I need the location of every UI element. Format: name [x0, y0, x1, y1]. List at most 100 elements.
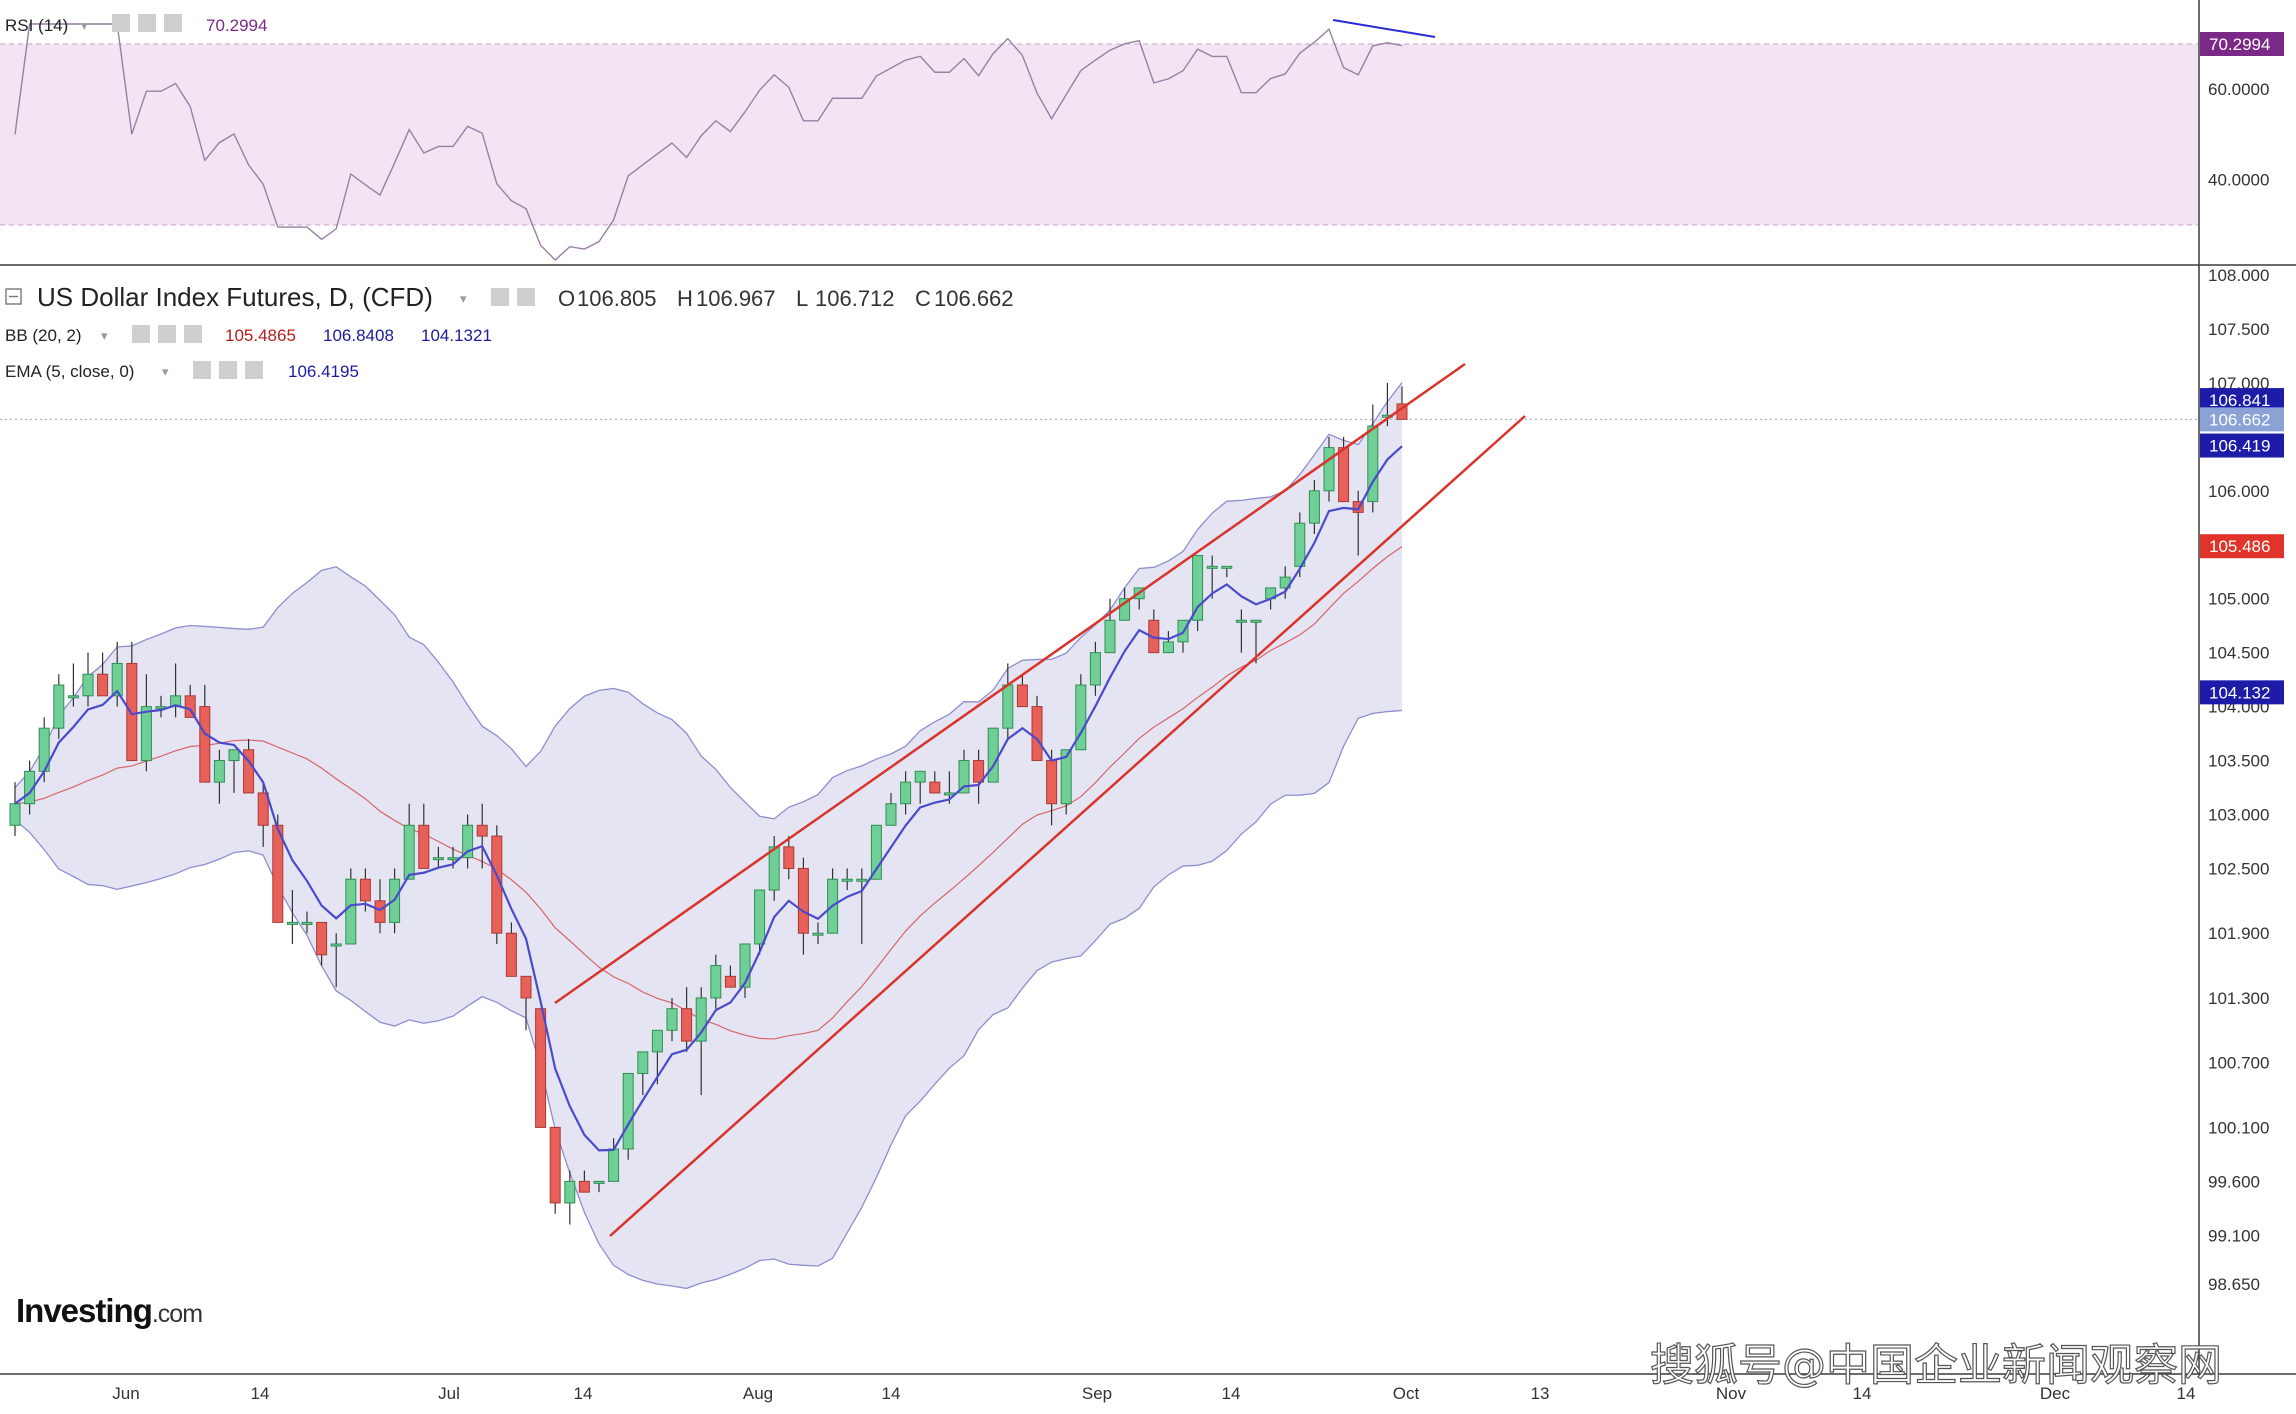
rsi-axis[interactable]: 60.0000 40.0000 — [2208, 80, 2269, 189]
candle-body[interactable] — [184, 695, 196, 718]
candle-body[interactable] — [710, 965, 722, 999]
candle-body[interactable] — [432, 857, 444, 861]
settings-icon[interactable] — [219, 361, 237, 379]
candle-body[interactable] — [958, 760, 970, 794]
candle-body[interactable] — [987, 727, 999, 783]
close-icon[interactable] — [245, 361, 263, 379]
candle-body[interactable] — [374, 900, 386, 923]
candle-body[interactable] — [1323, 447, 1335, 492]
visibility-icon[interactable] — [193, 361, 211, 379]
candle-body[interactable] — [695, 997, 707, 1042]
candle-body[interactable] — [1016, 684, 1028, 708]
candle-body[interactable] — [943, 792, 955, 796]
candle-body[interactable] — [841, 878, 853, 882]
visibility-icon[interactable] — [132, 325, 150, 343]
candle-body[interactable] — [403, 824, 415, 880]
candle-body[interactable] — [286, 921, 298, 925]
candle-body[interactable] — [345, 878, 357, 945]
candle-body[interactable] — [885, 803, 897, 826]
candle-body[interactable] — [666, 1008, 678, 1031]
candle-body[interactable] — [929, 781, 941, 794]
candle-body[interactable] — [1308, 490, 1320, 524]
candle-body[interactable] — [228, 749, 240, 762]
candle-body[interactable] — [82, 673, 94, 697]
candle-body[interactable] — [111, 662, 123, 697]
candle-body[interactable] — [330, 943, 342, 947]
candle-body[interactable] — [243, 749, 255, 794]
settings-icon[interactable] — [138, 14, 156, 32]
settings-icon[interactable] — [158, 325, 176, 343]
candle-body[interactable] — [1192, 555, 1204, 621]
close-icon[interactable] — [164, 14, 182, 32]
candle-body[interactable] — [739, 943, 751, 988]
candle-body[interactable] — [608, 1148, 620, 1182]
candle-body[interactable] — [1002, 684, 1014, 729]
candle-body[interactable] — [724, 975, 736, 988]
close-icon[interactable] — [184, 325, 202, 343]
candle-body[interactable] — [301, 921, 313, 925]
bb-menu-icon[interactable]: ▾ — [101, 328, 108, 343]
candle-body[interactable] — [1235, 619, 1247, 623]
candle-body[interactable] — [418, 824, 430, 869]
candle-body[interactable] — [1206, 565, 1218, 569]
candle-body[interactable] — [170, 695, 182, 708]
ema-menu-icon[interactable]: ▾ — [162, 364, 169, 379]
candle-body[interactable] — [1075, 684, 1087, 751]
candle-body[interactable] — [359, 878, 371, 902]
candle-body[interactable] — [520, 975, 532, 999]
candle-body[interactable] — [505, 932, 517, 977]
candle-body[interactable] — [870, 824, 882, 880]
candle-body[interactable] — [768, 846, 780, 891]
candle-body[interactable] — [812, 932, 824, 936]
candle-body[interactable] — [1367, 425, 1379, 503]
candle-body[interactable] — [622, 1072, 634, 1150]
candle-body[interactable] — [1031, 706, 1043, 762]
settings-icon[interactable] — [517, 288, 535, 306]
candle-body[interactable] — [24, 770, 36, 805]
title-menu-icon[interactable]: ▾ — [460, 291, 467, 306]
candle-body[interactable] — [140, 706, 152, 762]
candle-body[interactable] — [1104, 619, 1116, 654]
candle-body[interactable] — [754, 889, 766, 945]
candle-body[interactable] — [1119, 598, 1131, 621]
candle-body[interactable] — [900, 781, 912, 805]
candle-body[interactable] — [126, 662, 138, 762]
visibility-icon[interactable] — [112, 14, 130, 32]
candle-body[interactable] — [9, 803, 21, 826]
candle-body[interactable] — [1162, 641, 1174, 654]
candle-body[interactable] — [447, 857, 459, 861]
candle-body[interactable] — [199, 706, 211, 783]
candle-body[interactable] — [681, 1008, 693, 1042]
candle-body[interactable] — [578, 1180, 590, 1193]
candle-body[interactable] — [797, 867, 809, 934]
candle-body[interactable] — [1089, 652, 1101, 686]
rsi-menu-icon[interactable]: ▾ — [81, 18, 88, 33]
candle-body[interactable] — [67, 695, 79, 699]
candle-body[interactable] — [316, 921, 328, 956]
candle-body[interactable] — [1046, 760, 1058, 805]
candle-body[interactable] — [637, 1051, 649, 1074]
candle-body[interactable] — [651, 1029, 663, 1053]
candle-body[interactable] — [476, 824, 488, 837]
candle-body[interactable] — [1294, 522, 1306, 567]
candle-body[interactable] — [549, 1126, 561, 1204]
candle-body[interactable] — [783, 846, 795, 869]
visibility-icon[interactable] — [491, 288, 509, 306]
candle-body[interactable] — [973, 760, 985, 783]
candle-body[interactable] — [272, 824, 284, 923]
candle-body[interactable] — [1338, 447, 1350, 503]
candle-body[interactable] — [213, 760, 225, 783]
candle-body[interactable] — [462, 824, 474, 859]
candle-body[interactable] — [53, 684, 65, 729]
candle-body[interactable] — [97, 673, 109, 697]
candle-body[interactable] — [593, 1180, 605, 1184]
candle-body[interactable] — [1352, 501, 1364, 513]
candle-body[interactable] — [1221, 565, 1233, 569]
candle-body[interactable] — [914, 770, 926, 783]
candle-body[interactable] — [1060, 749, 1072, 805]
candle-body[interactable] — [856, 878, 868, 882]
candle-body[interactable] — [257, 792, 269, 826]
candle-body[interactable] — [535, 1008, 547, 1128]
candle-body[interactable] — [1250, 619, 1262, 623]
